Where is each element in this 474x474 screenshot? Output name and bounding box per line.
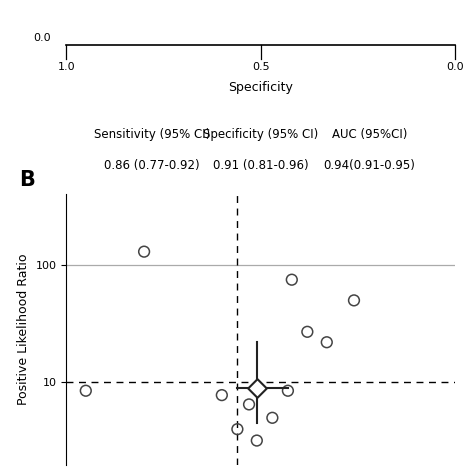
Text: 0.5: 0.5	[252, 62, 270, 72]
Text: 0.91 (0.81-0.96): 0.91 (0.81-0.96)	[213, 159, 309, 172]
Text: 1.0: 1.0	[57, 62, 75, 72]
Point	[140, 248, 148, 255]
Point	[350, 297, 358, 304]
Point	[234, 425, 241, 433]
Point	[323, 338, 330, 346]
Point	[82, 387, 90, 394]
Point	[245, 401, 253, 408]
Text: AUC (95%CI): AUC (95%CI)	[332, 128, 407, 141]
Point	[284, 387, 292, 394]
Y-axis label: Positive Likelihood Ratio: Positive Likelihood Ratio	[17, 254, 30, 405]
Text: 0.0: 0.0	[446, 62, 464, 72]
Text: Specificity: Specificity	[228, 81, 293, 93]
Point	[303, 328, 311, 336]
Text: 0.94(0.91-0.95): 0.94(0.91-0.95)	[324, 159, 416, 172]
Text: Sensitivity (95% CI): Sensitivity (95% CI)	[94, 128, 210, 141]
Text: 0.86 (0.77-0.92): 0.86 (0.77-0.92)	[104, 159, 200, 172]
Text: Specificity (95% CI): Specificity (95% CI)	[203, 128, 319, 141]
Point	[253, 437, 261, 444]
Text: B: B	[19, 170, 35, 190]
Point	[253, 384, 261, 392]
Text: 0.0: 0.0	[33, 33, 51, 43]
Point	[269, 414, 276, 421]
Point	[218, 392, 226, 399]
Point	[288, 276, 296, 283]
